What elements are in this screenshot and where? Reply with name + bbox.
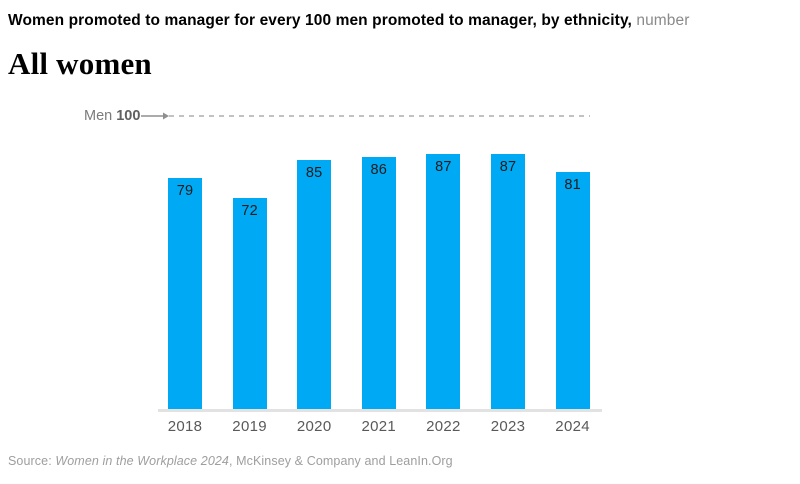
x-axis-label-2021: 2021 — [361, 418, 397, 435]
bar-2018: 79 — [168, 177, 202, 410]
bar-value-label: 72 — [241, 203, 258, 220]
bar-value-label: 79 — [176, 182, 194, 199]
x-axis-label-2024: 2024 — [555, 418, 590, 435]
bar-2022: 87 — [426, 154, 461, 410]
bar-value-label: 81 — [564, 176, 581, 193]
chart-title-unit: number — [636, 12, 690, 29]
chart-subtitle: All women — [8, 46, 152, 81]
source-orgs: , McKinsey & Company and LeanIn.Org — [228, 454, 453, 468]
chart-title: Women promoted to manager for every 100 … — [8, 11, 690, 31]
bar-2024: 81 — [555, 171, 590, 410]
bar-2023: 87 — [491, 154, 525, 410]
source-note: Source: Women in the Workplace 2024, McK… — [8, 454, 453, 468]
reference-line-value: 100 — [116, 108, 141, 124]
chart-title-bold: Women promoted to manager for every 100 … — [8, 12, 632, 29]
x-axis-label-2019: 2019 — [232, 418, 267, 435]
x-axis-label-2018: 2018 — [167, 418, 203, 435]
bar-2021: 86 — [361, 157, 396, 410]
x-axis-label-2020: 2020 — [296, 418, 332, 435]
source-prefix: Source: — [8, 454, 56, 468]
reference-dashed-line — [169, 115, 590, 117]
source-report-name: Women in the Workplace 2024 — [55, 454, 229, 468]
reference-line-label-text: Men — [84, 108, 113, 124]
reference-line-label: Men 100 — [84, 108, 140, 124]
bar-2020: 85 — [297, 160, 332, 410]
x-axis-label-2022: 2022 — [426, 418, 461, 435]
bar-value-label: 87 — [435, 159, 452, 176]
bar-value-label: 87 — [499, 159, 517, 176]
x-axis-baseline — [158, 409, 602, 412]
bar-value-label: 86 — [370, 162, 388, 179]
bar-2019: 72 — [232, 198, 267, 410]
x-axis-label-2023: 2023 — [490, 418, 526, 435]
bar-value-label: 85 — [305, 165, 323, 182]
right-arrow-icon — [141, 112, 169, 120]
